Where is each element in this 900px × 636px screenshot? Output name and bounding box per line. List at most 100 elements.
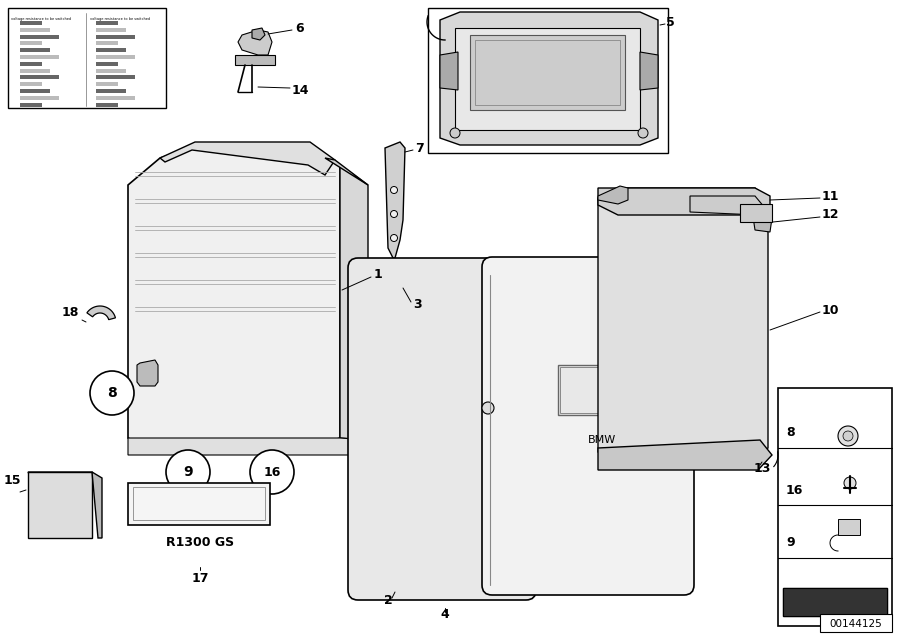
Bar bbox=[558, 365, 646, 415]
Bar bbox=[20, 89, 50, 93]
Text: 8: 8 bbox=[786, 427, 795, 439]
Bar bbox=[20, 62, 42, 66]
Bar bbox=[20, 48, 50, 52]
Bar bbox=[740, 204, 772, 222]
Bar bbox=[96, 69, 126, 73]
Bar bbox=[428, 8, 668, 153]
Bar bbox=[20, 102, 42, 107]
Circle shape bbox=[638, 128, 648, 138]
Bar bbox=[128, 483, 270, 525]
Text: 12: 12 bbox=[821, 209, 839, 221]
Text: 6: 6 bbox=[296, 22, 304, 34]
Circle shape bbox=[838, 426, 858, 446]
Polygon shape bbox=[640, 52, 658, 90]
Bar bbox=[820, 614, 892, 632]
Polygon shape bbox=[252, 28, 265, 40]
Bar bbox=[475, 40, 620, 105]
Polygon shape bbox=[598, 188, 770, 215]
Polygon shape bbox=[340, 165, 368, 440]
Bar bbox=[20, 76, 58, 80]
Bar bbox=[20, 21, 42, 25]
Bar bbox=[20, 28, 50, 32]
Text: BMW: BMW bbox=[588, 435, 617, 445]
Text: R1300 GS: R1300 GS bbox=[166, 536, 234, 548]
Circle shape bbox=[250, 450, 294, 494]
Polygon shape bbox=[160, 142, 335, 175]
Polygon shape bbox=[378, 268, 402, 300]
Text: 5: 5 bbox=[666, 15, 674, 29]
Bar bbox=[783, 588, 887, 616]
Bar bbox=[20, 96, 58, 100]
Text: 15: 15 bbox=[4, 473, 21, 487]
Circle shape bbox=[482, 402, 494, 414]
Bar bbox=[96, 34, 134, 39]
Text: 10: 10 bbox=[821, 303, 839, 317]
Bar bbox=[96, 21, 118, 25]
Bar bbox=[8, 8, 166, 108]
Bar bbox=[96, 55, 134, 59]
Polygon shape bbox=[128, 438, 368, 455]
Circle shape bbox=[843, 431, 853, 441]
Polygon shape bbox=[238, 30, 272, 55]
Circle shape bbox=[391, 235, 398, 242]
Bar bbox=[20, 55, 58, 59]
Polygon shape bbox=[598, 440, 772, 470]
Polygon shape bbox=[752, 205, 772, 232]
Polygon shape bbox=[440, 12, 658, 145]
Polygon shape bbox=[598, 186, 628, 204]
Bar bbox=[96, 89, 126, 93]
Text: 17: 17 bbox=[191, 572, 209, 584]
Polygon shape bbox=[137, 360, 158, 386]
Polygon shape bbox=[128, 148, 340, 455]
Text: 14: 14 bbox=[292, 83, 309, 97]
Text: voltage resistance to be switched: voltage resistance to be switched bbox=[11, 17, 71, 21]
Polygon shape bbox=[28, 472, 98, 485]
Bar bbox=[96, 102, 118, 107]
Text: 16: 16 bbox=[264, 466, 281, 478]
Polygon shape bbox=[440, 52, 458, 90]
Text: 9: 9 bbox=[786, 537, 795, 550]
Polygon shape bbox=[235, 55, 275, 65]
Polygon shape bbox=[690, 196, 765, 215]
Polygon shape bbox=[783, 588, 887, 616]
Text: voltage resistance to be switched: voltage resistance to be switched bbox=[90, 17, 150, 21]
FancyBboxPatch shape bbox=[482, 257, 694, 595]
Circle shape bbox=[391, 211, 398, 218]
Polygon shape bbox=[455, 28, 640, 130]
Circle shape bbox=[391, 186, 398, 193]
Text: 2: 2 bbox=[383, 593, 392, 607]
Bar bbox=[778, 388, 892, 626]
Bar bbox=[96, 41, 118, 45]
Polygon shape bbox=[87, 306, 115, 320]
Text: 7: 7 bbox=[416, 141, 425, 155]
Bar bbox=[470, 35, 625, 110]
Circle shape bbox=[90, 371, 134, 415]
Bar bbox=[560, 367, 644, 413]
Text: 13: 13 bbox=[753, 462, 770, 474]
Bar bbox=[96, 28, 126, 32]
Bar bbox=[20, 69, 50, 73]
Circle shape bbox=[166, 450, 210, 494]
Text: 8: 8 bbox=[107, 386, 117, 400]
Bar bbox=[20, 34, 58, 39]
Bar bbox=[20, 41, 42, 45]
Bar bbox=[96, 76, 134, 80]
FancyBboxPatch shape bbox=[348, 258, 536, 600]
Polygon shape bbox=[325, 158, 368, 185]
Bar bbox=[96, 62, 118, 66]
Text: 16: 16 bbox=[786, 483, 804, 497]
Bar bbox=[20, 82, 42, 86]
Text: 3: 3 bbox=[414, 298, 422, 312]
Circle shape bbox=[450, 128, 460, 138]
Text: 11: 11 bbox=[821, 190, 839, 202]
Polygon shape bbox=[598, 188, 768, 462]
Bar bbox=[133, 487, 265, 520]
Bar bbox=[380, 258, 400, 278]
Polygon shape bbox=[92, 472, 102, 538]
Text: 1: 1 bbox=[374, 268, 382, 282]
Text: 4: 4 bbox=[441, 609, 449, 621]
Text: 9: 9 bbox=[184, 465, 193, 479]
Bar bbox=[96, 48, 126, 52]
Bar bbox=[96, 82, 118, 86]
Bar bbox=[96, 96, 134, 100]
